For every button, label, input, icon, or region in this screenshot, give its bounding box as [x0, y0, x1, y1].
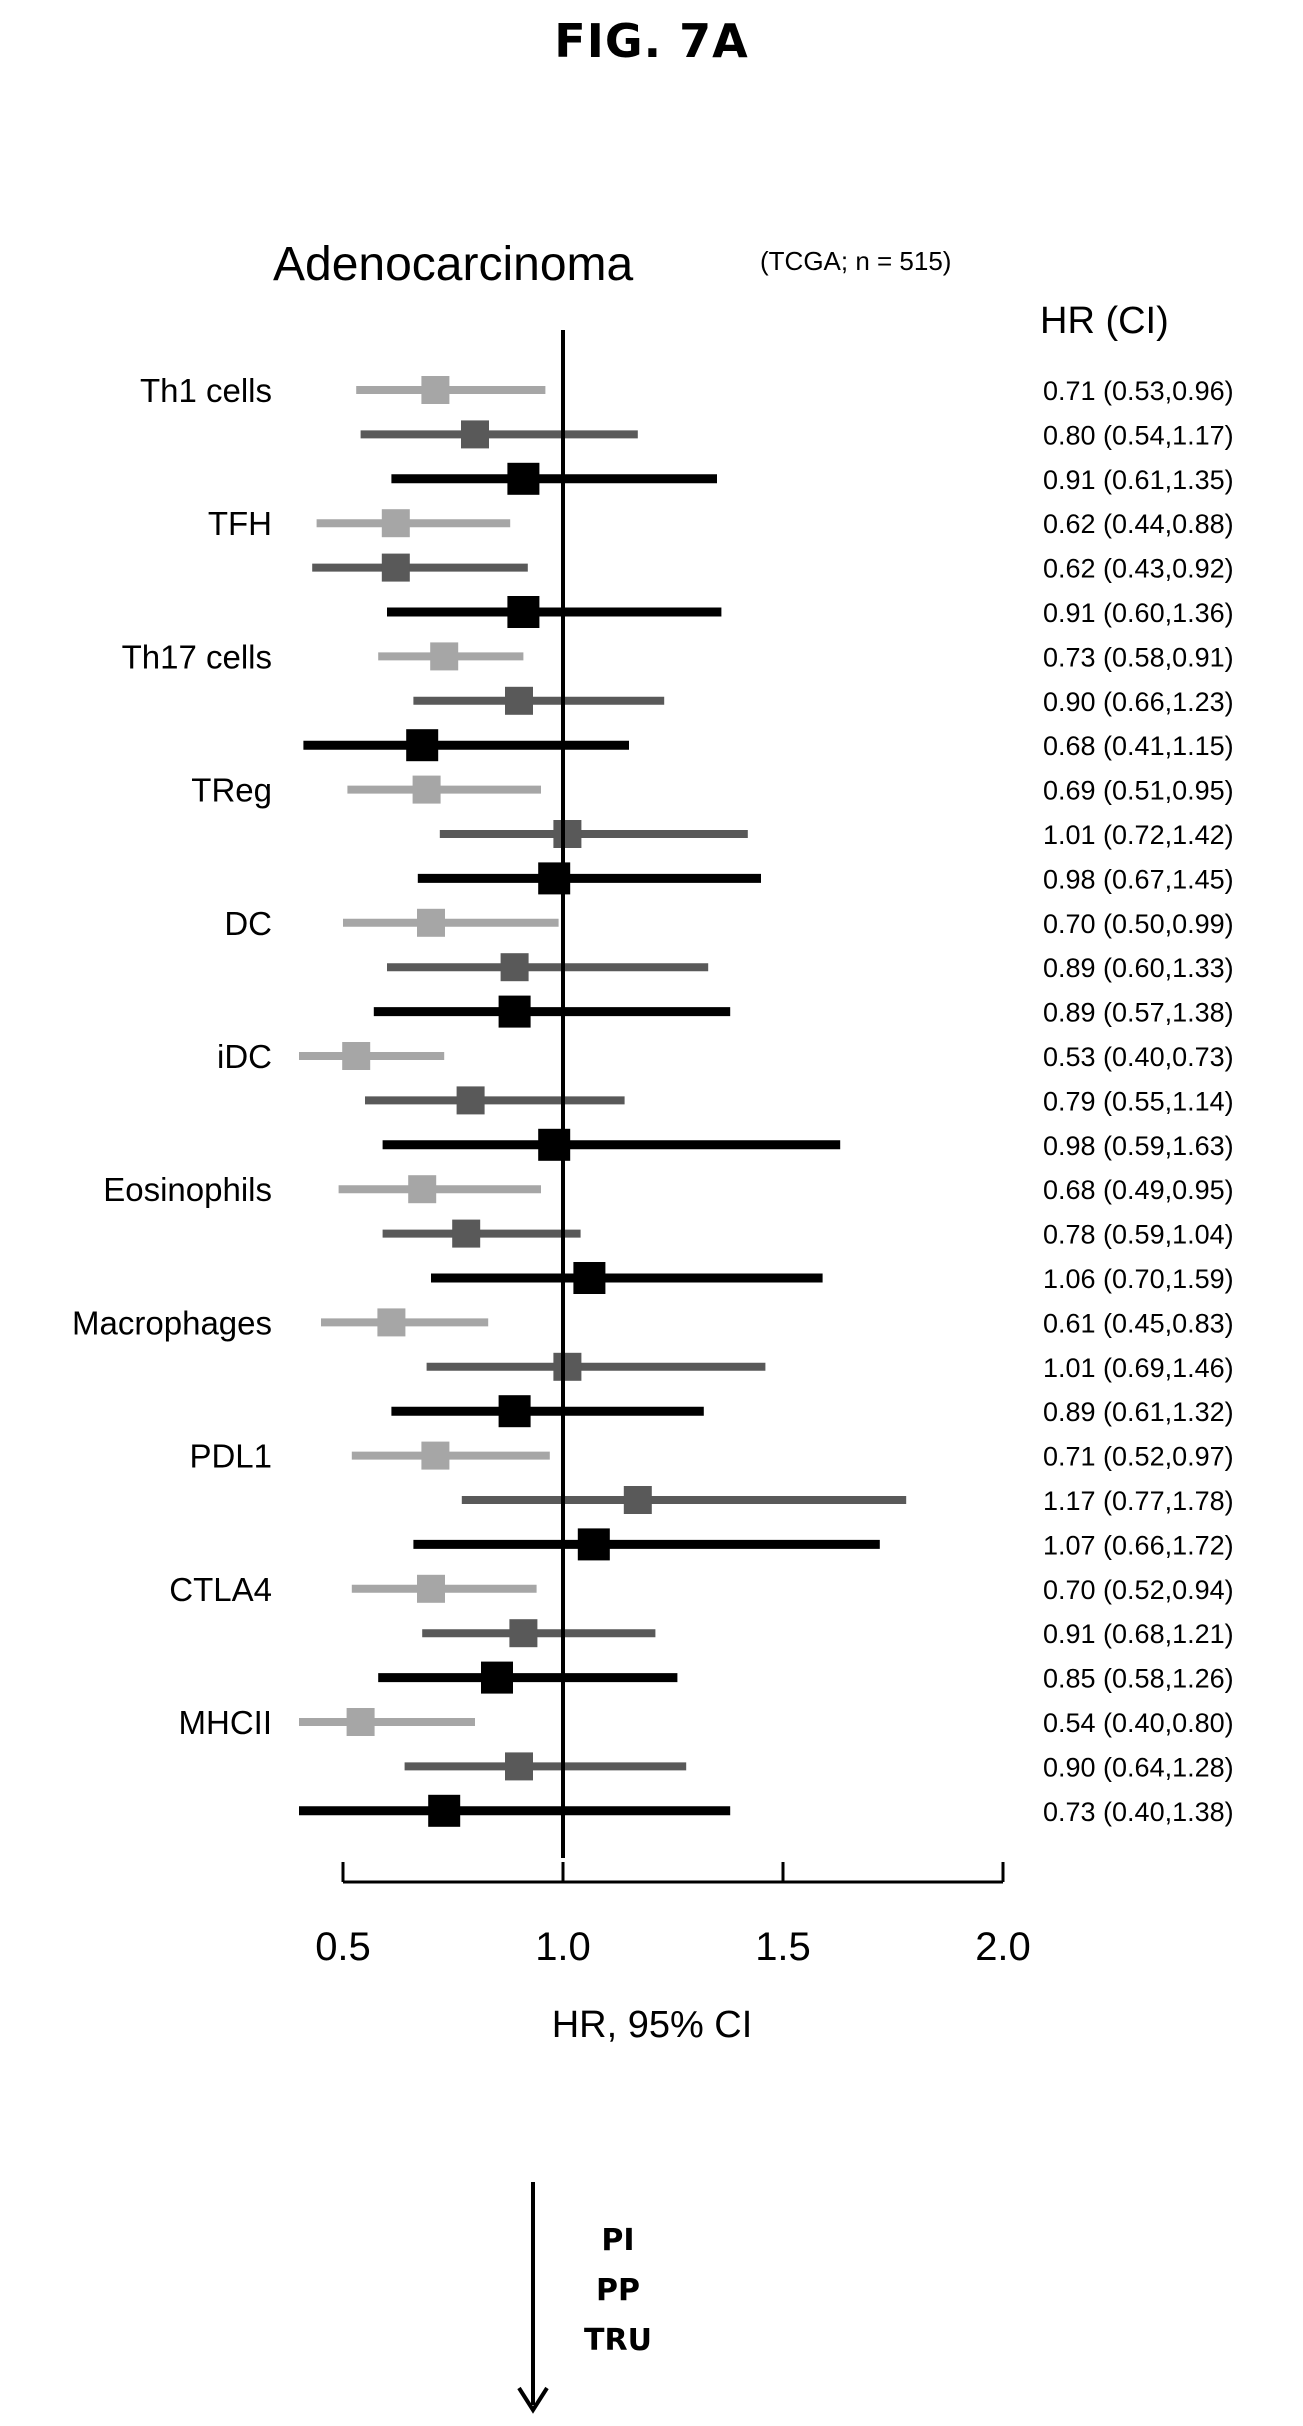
row-group-label: CTLA4 [169, 1571, 272, 1608]
row-group-label: TFH [208, 505, 272, 542]
hr-point-marker [346, 1708, 375, 1736]
hr-ci-value-label: 0.90 (0.66,1.23) [1043, 687, 1234, 717]
row-group-label: iDC [217, 1038, 272, 1075]
hr-ci-value-label: 0.85 (0.58,1.26) [1043, 1664, 1234, 1694]
hr-point-marker [421, 1441, 450, 1470]
hr-ci-value-label: 0.73 (0.40,1.38) [1043, 1797, 1234, 1827]
hr-ci-value-label: 0.54 (0.40,0.80) [1043, 1708, 1234, 1738]
hr-ci-value-label: 0.98 (0.67,1.45) [1043, 864, 1234, 894]
hr-point-marker [408, 1175, 437, 1204]
flow-step-label: TRU [584, 2323, 652, 2358]
hr-point-marker [509, 1619, 538, 1648]
row-group-label: Th1 cells [140, 372, 272, 409]
hr-ci-value-label: 0.80 (0.54,1.17) [1043, 420, 1234, 450]
hr-point-marker [498, 1395, 531, 1428]
hr-ci-value-label: 0.91 (0.60,1.36) [1043, 598, 1234, 628]
hr-point-marker [342, 1042, 371, 1070]
hr-point-marker [377, 1308, 406, 1337]
hr-point-marker [456, 1086, 485, 1115]
hr-ci-value-label: 0.89 (0.57,1.38) [1043, 998, 1234, 1028]
hr-point-marker [505, 1752, 533, 1781]
hr-ci-value-label: 0.91 (0.68,1.21) [1043, 1619, 1234, 1649]
hr-ci-value-label: 0.70 (0.50,0.99) [1043, 909, 1234, 939]
flow-step-label: PP [596, 2273, 640, 2308]
down-arrow-icon [517, 2386, 549, 2414]
row-group-label: Macrophages [72, 1304, 272, 1341]
hr-point-marker [428, 1794, 461, 1827]
hr-point-marker [430, 642, 459, 671]
x-tick-label: 0.5 [315, 1925, 371, 1969]
row-group-label: TReg [191, 772, 272, 809]
hr-ci-value-label: 0.53 (0.40,0.73) [1043, 1042, 1234, 1072]
hr-ci-value-label: 0.70 (0.52,0.94) [1043, 1575, 1234, 1605]
hr-point-marker [452, 1219, 481, 1248]
hr-ci-value-label: 1.17 (0.77,1.78) [1043, 1486, 1234, 1516]
hr-ci-value-label: 0.61 (0.45,0.83) [1043, 1308, 1234, 1338]
x-tick-label: 1.0 [535, 1925, 591, 1969]
hr-point-marker [573, 1262, 606, 1294]
chart-subtitle: (TCGA; n = 515) [760, 246, 951, 276]
hr-point-marker [553, 1352, 582, 1381]
x-tick-label: 1.5 [755, 1925, 811, 1969]
hr-ci-value-label: 0.89 (0.60,1.33) [1043, 953, 1234, 983]
x-tick-label: 2.0 [975, 1925, 1031, 1969]
hr-ci-value-label: 0.68 (0.49,0.95) [1043, 1175, 1234, 1205]
hr-ci-value-label: 0.62 (0.44,0.88) [1043, 509, 1234, 539]
hr-ci-value-label: 0.68 (0.41,1.15) [1043, 731, 1234, 761]
hr-ci-value-label: 0.90 (0.64,1.28) [1043, 1752, 1234, 1782]
hr-point-marker [577, 1528, 610, 1561]
hr-point-marker [417, 1574, 445, 1603]
hr-ci-value-label: 0.69 (0.51,0.95) [1043, 776, 1234, 806]
hr-point-marker [500, 953, 529, 982]
row-group-label: MHCII [179, 1704, 273, 1741]
hr-ci-value-label: 1.01 (0.69,1.46) [1043, 1353, 1234, 1383]
hr-point-marker [507, 596, 540, 628]
hr-point-marker [538, 862, 571, 895]
hr-ci-value-label: 0.62 (0.43,0.92) [1043, 554, 1234, 584]
hr-point-marker [507, 462, 540, 495]
hr-ci-value-label: 0.71 (0.53,0.96) [1043, 376, 1234, 406]
hr-ci-value-label: 0.73 (0.58,0.91) [1043, 642, 1234, 672]
hr-ci-value-label: 1.07 (0.66,1.72) [1043, 1530, 1234, 1560]
hr-point-marker [412, 775, 441, 804]
row-group-label: Eosinophils [103, 1171, 272, 1208]
figure-title: FIG. 7A [554, 14, 749, 68]
hr-ci-value-label: 0.78 (0.59,1.04) [1043, 1220, 1234, 1250]
row-group-label: Th17 cells [122, 638, 272, 675]
hr-point-marker [505, 686, 533, 715]
x-axis-label: HR, 95% CI [552, 2004, 753, 2046]
row-group-label: DC [224, 905, 272, 942]
hr-point-marker [381, 553, 410, 582]
hr-point-marker [553, 820, 582, 848]
hr-point-marker [381, 509, 410, 538]
hr-ci-value-label: 0.89 (0.61,1.32) [1043, 1397, 1234, 1427]
hr-point-marker [498, 995, 531, 1028]
hr-ci-value-label: 0.79 (0.55,1.14) [1043, 1086, 1234, 1116]
hr-ci-value-label: 1.06 (0.70,1.59) [1043, 1264, 1234, 1294]
flow-step-label: PI [601, 2223, 634, 2258]
hr-point-marker [421, 376, 450, 404]
hr-point-marker [623, 1486, 652, 1514]
hr-point-marker [406, 729, 439, 762]
hr-ci-value-label: 1.01 (0.72,1.42) [1043, 820, 1234, 850]
hr-point-marker [461, 420, 489, 449]
row-group-label: PDL1 [189, 1438, 272, 1475]
hr-point-marker [481, 1661, 513, 1694]
hr-ci-value-label: 0.98 (0.59,1.63) [1043, 1131, 1234, 1161]
hr-ci-value-label: 0.91 (0.61,1.35) [1043, 465, 1234, 495]
hr-ci-value-label: 0.71 (0.52,0.97) [1043, 1442, 1234, 1472]
hr-ci-column-header: HR (CI) [1040, 300, 1169, 342]
hr-point-marker [538, 1128, 571, 1161]
hr-point-marker [417, 908, 445, 937]
chart-title: Adenocarcinoma [273, 238, 634, 291]
